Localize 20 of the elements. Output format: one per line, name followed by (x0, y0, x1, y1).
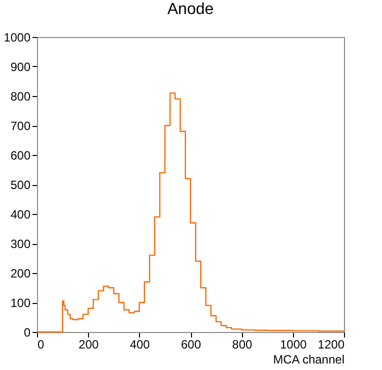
y-tick-label: 0 (24, 326, 31, 340)
x-tick-label: 200 (78, 338, 99, 352)
y-tick-label: 500 (10, 178, 31, 192)
x-tick-label: 1000 (280, 338, 308, 352)
x-tick-label: 800 (232, 338, 252, 352)
chart-title: Anode (167, 1, 214, 18)
y-tick-label: 400 (10, 208, 31, 222)
y-tick-label: 1000 (4, 30, 31, 44)
y-tick-label: 100 (10, 296, 31, 310)
x-tick-label: 400 (130, 338, 150, 352)
x-tick-label: 1200 (318, 338, 345, 352)
y-tick-label: 900 (10, 60, 31, 74)
y-tick-label: 800 (10, 90, 31, 104)
y-tick-label: 200 (10, 266, 31, 280)
x-tick-label: 0 (38, 338, 44, 352)
y-tick-label: 700 (10, 119, 31, 133)
x-axis-title: MCA channel (273, 352, 344, 366)
y-tick-label: 300 (10, 237, 31, 251)
y-tick-label: 600 (10, 148, 31, 162)
x-tick-label: 600 (180, 338, 202, 352)
